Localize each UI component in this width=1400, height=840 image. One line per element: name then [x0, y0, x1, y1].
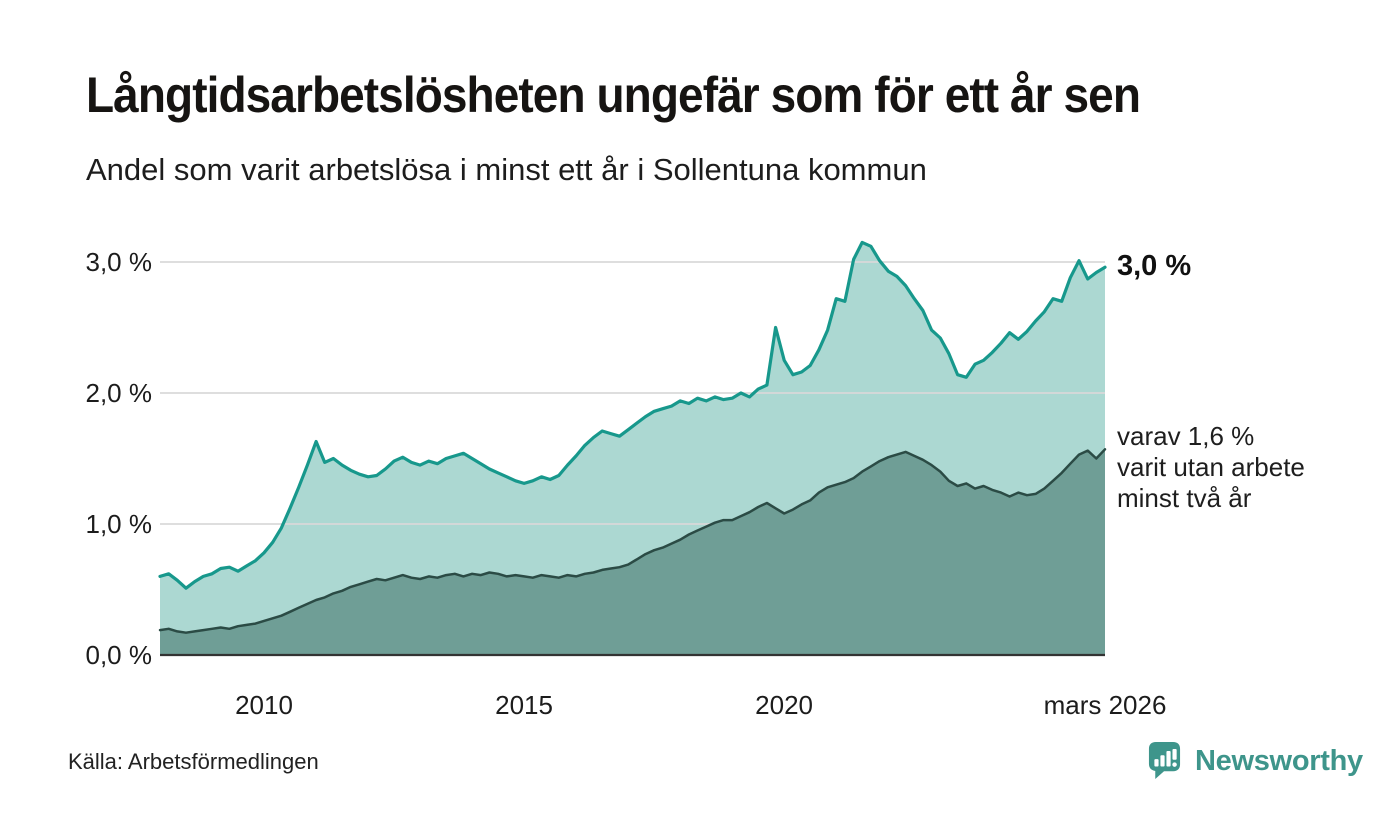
- bar-chart-exclamation-icon: [1154, 749, 1177, 767]
- area-two-years-fill: [160, 449, 1105, 655]
- newsworthy-logo-icon: [1148, 742, 1181, 779]
- newsworthy-wordmark: Newsworthy: [1195, 745, 1363, 777]
- end-label-two-years: varav 1,6 % varit utan arbete minst två …: [1117, 421, 1305, 514]
- source-caption: Källa: Arbetsförmedlingen: [68, 749, 319, 774]
- end-label-total: 3,0 %: [1117, 250, 1192, 283]
- x-tick-label: 2015: [495, 690, 553, 720]
- y-tick-label: 1,0 %: [85, 509, 153, 539]
- line-two-years: [158, 448, 1107, 634]
- y-tick-label: 0,0 %: [85, 640, 153, 670]
- x-tick-label: mars 2026: [1043, 690, 1167, 720]
- x-tick-label: 2010: [235, 690, 293, 720]
- page-subtitle: Andel som varit arbetslösa i minst ett å…: [86, 152, 927, 187]
- x-tick-label: 2020: [755, 690, 814, 720]
- line-total: [158, 240, 1107, 590]
- page-title: Långtidsarbetslösheten ungefär som för e…: [86, 67, 1141, 123]
- y-tick-label: 3,0 %: [85, 247, 153, 277]
- newsworthy-logo: Newsworthy: [1147, 740, 1363, 784]
- y-tick-label: 2,0 %: [85, 378, 153, 408]
